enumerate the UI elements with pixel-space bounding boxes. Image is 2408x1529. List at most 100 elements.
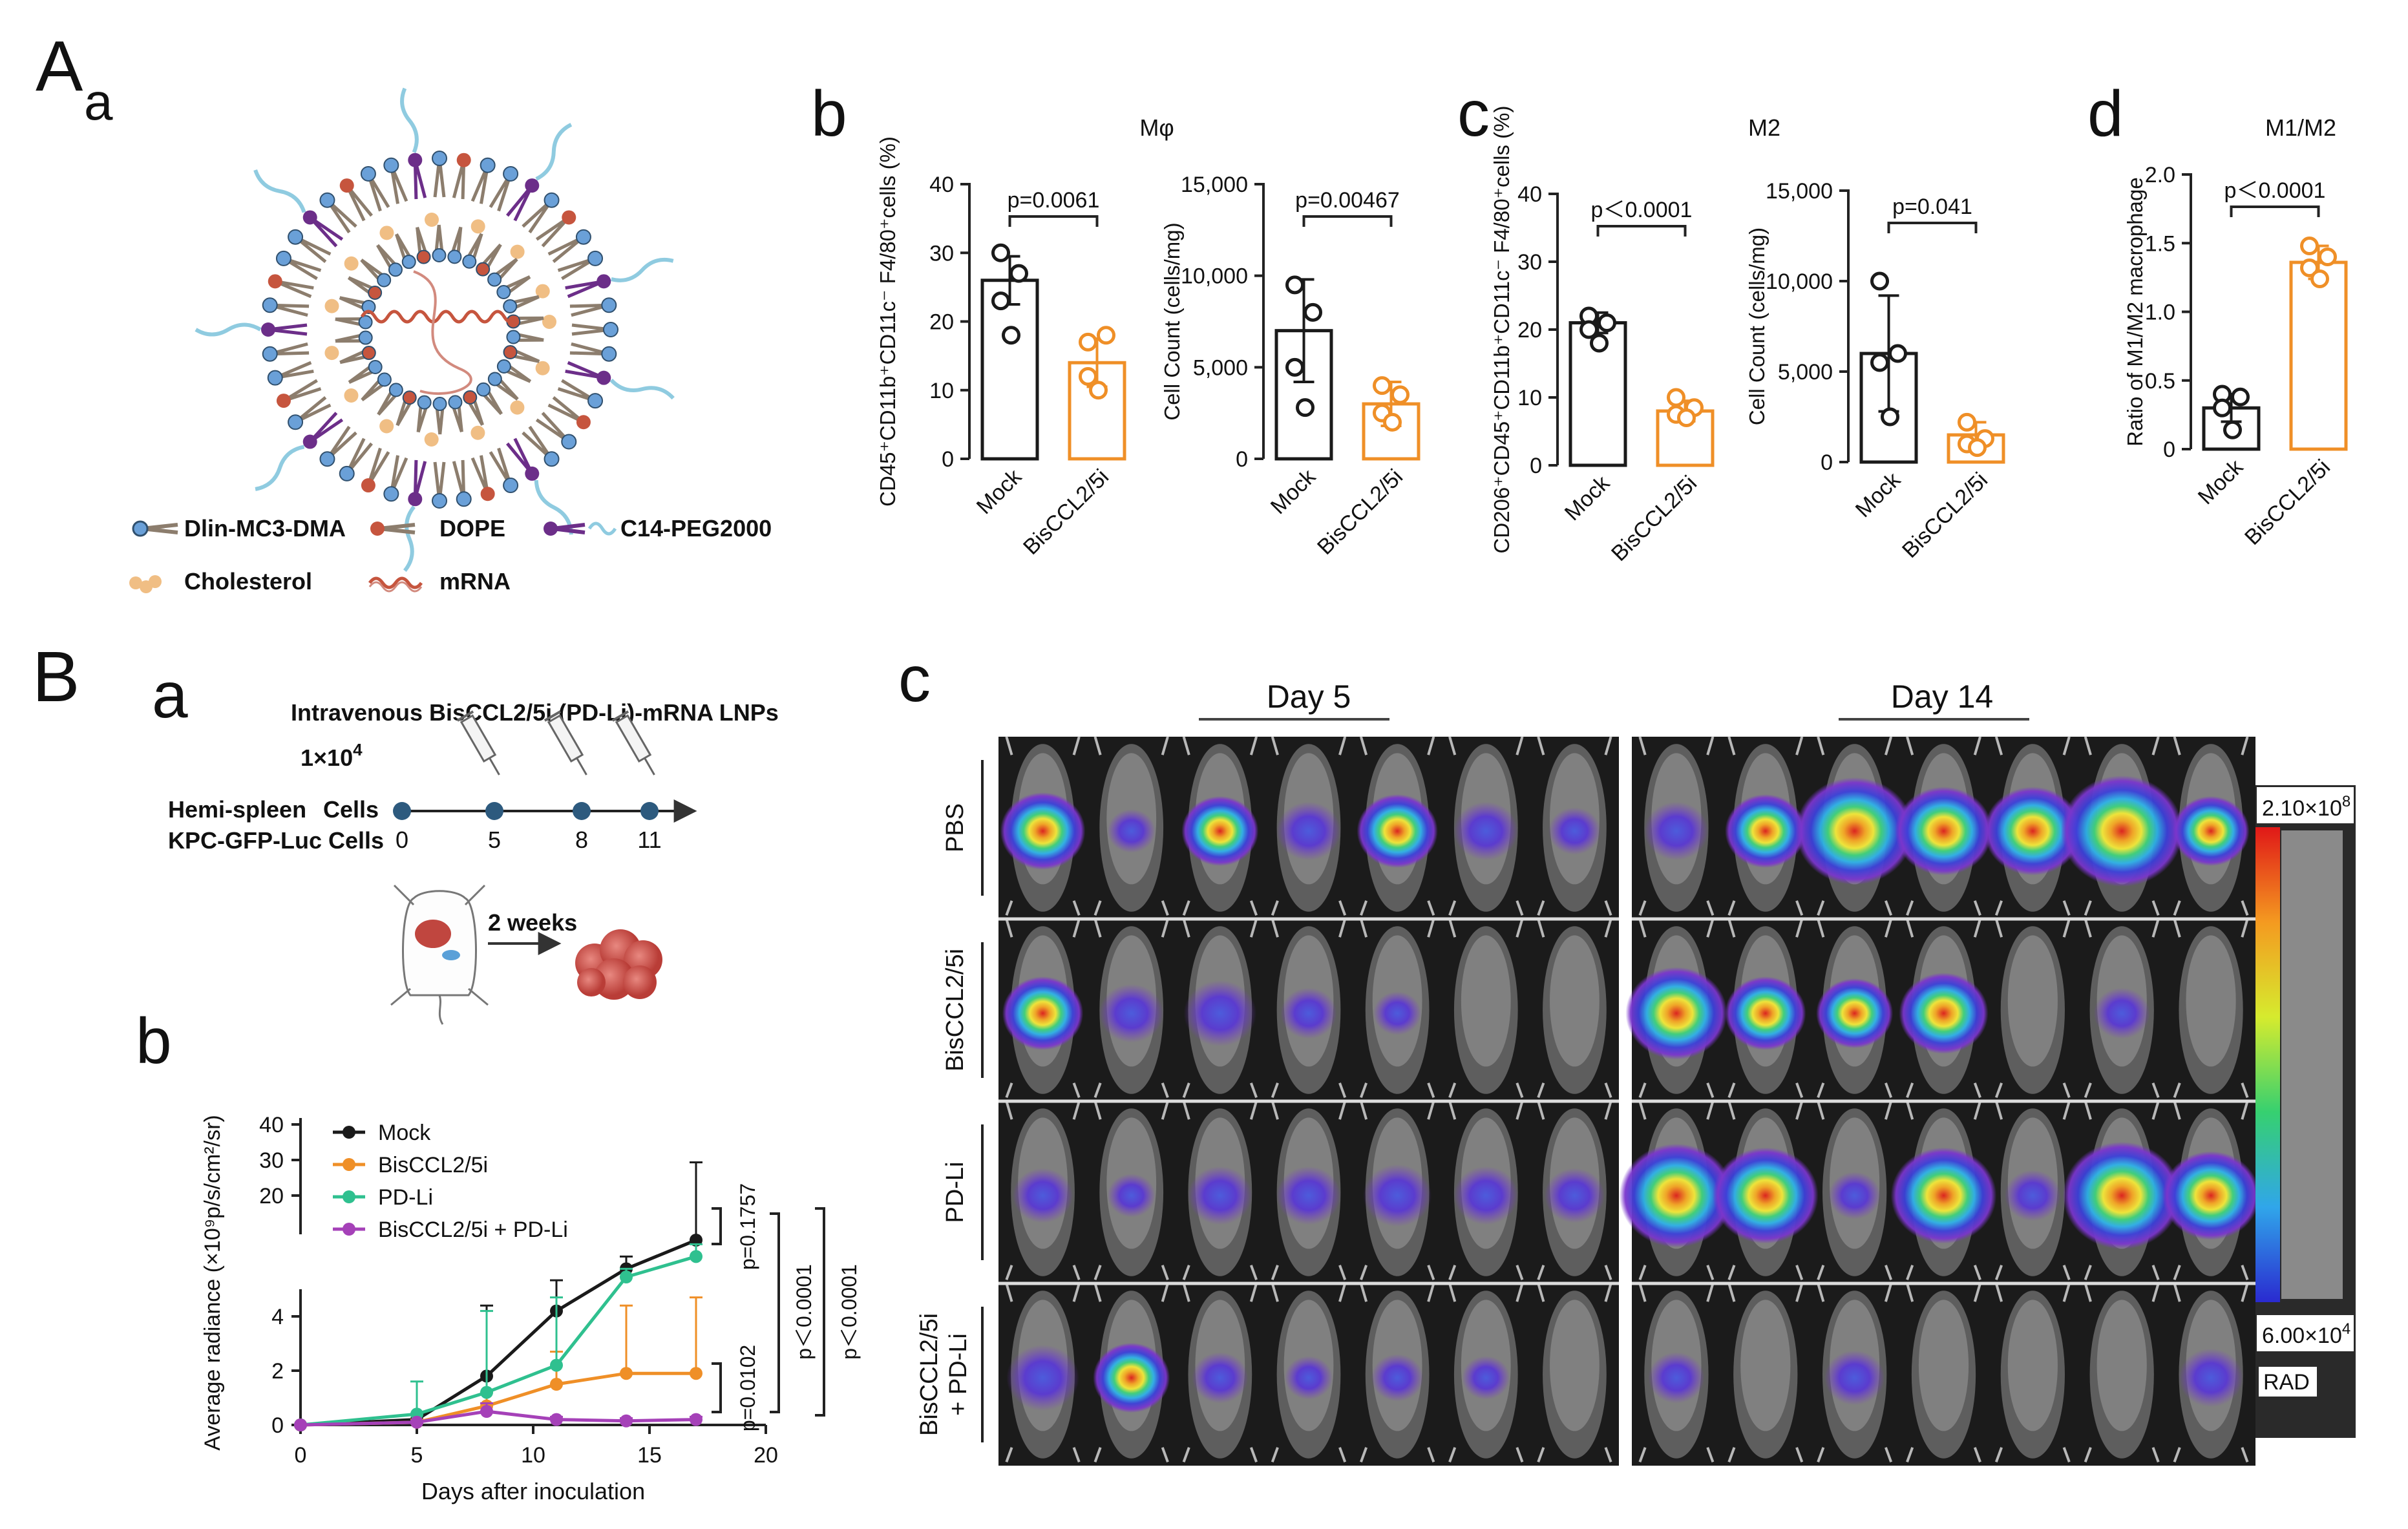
y-tick-label: 1.0 xyxy=(2145,301,2175,325)
bioluminescence-signal xyxy=(2062,1141,2181,1250)
scale-min-label: 6.00×104 xyxy=(2262,1320,2350,1348)
bioluminescence-signal xyxy=(1828,1172,1881,1219)
scale-label-bg xyxy=(2257,1315,2354,1351)
data-point xyxy=(1079,367,1097,386)
legend-label: mRNA xyxy=(439,568,511,595)
error-bar xyxy=(690,1161,702,1240)
y-tick-label: 10 xyxy=(1517,386,1542,410)
y-tick-label: 40 xyxy=(929,173,954,197)
y-tick-label: 30 xyxy=(929,241,954,266)
series-line xyxy=(300,1238,697,1427)
significance-bracket xyxy=(2230,206,2320,217)
y-tick-label: 10,000 xyxy=(1181,264,1248,289)
panel-label-A-d: d xyxy=(2087,78,2124,150)
mouse-image xyxy=(1537,1283,1612,1463)
tumor-icon xyxy=(575,929,662,1000)
bioluminescence-signal xyxy=(2060,775,2183,887)
p-value-label: p=0.1757 xyxy=(736,1183,759,1270)
p-value-label: p=0.0102 xyxy=(736,1345,759,1431)
mouse-image xyxy=(1537,918,1612,1099)
bar-chart-mphi-percent: 0 10 20 30 40 CD45⁺CD11b⁺CD11c⁻ F4/80⁺cells (… xyxy=(876,114,1174,560)
legend-label: BisCCL2/5i + PD-Li xyxy=(378,1218,568,1242)
mouse-icon xyxy=(390,884,489,1025)
data-point xyxy=(1667,388,1685,407)
y-tick-label: 30 xyxy=(1517,250,1542,275)
y-tick-label: 40 xyxy=(1517,182,1542,207)
y-tick-label: 0 xyxy=(942,447,954,472)
bioluminescence-signal xyxy=(1284,1356,1333,1400)
bioluminescence-signal xyxy=(1357,794,1438,868)
mrna-strand xyxy=(360,310,519,324)
timepoint-dot xyxy=(640,802,659,820)
mrna-icon xyxy=(368,576,423,593)
row-label: + PD-Li xyxy=(945,1333,972,1416)
significance-bracket xyxy=(1302,215,1393,227)
legend-label: BisCCL2/5i xyxy=(378,1153,488,1177)
bioluminescence-signal xyxy=(1890,1147,1997,1244)
y-tick-label: 4 xyxy=(271,1305,284,1329)
bioluminescence-signal xyxy=(1373,991,1422,1035)
series-line xyxy=(300,1409,697,1427)
legend-label: Dlin-MC3-DMA xyxy=(184,515,346,542)
kpc-cells-label: KPC-GFP-Luc Cells xyxy=(168,827,384,854)
row-label: BisCCL2/5i xyxy=(942,949,969,1071)
data-point xyxy=(620,1414,633,1428)
y-tick-label: 20 xyxy=(929,310,954,335)
y-tick-label: 20 xyxy=(259,1184,284,1208)
bioluminescence-signal xyxy=(1983,786,2082,876)
bioluminescence-signal xyxy=(1276,801,1341,861)
bar xyxy=(980,279,1039,461)
mouse-image xyxy=(1448,918,1524,1099)
mouse-image xyxy=(2084,1283,2160,1463)
lnp-structure-illustration xyxy=(195,87,675,573)
timepoint-label: 8 xyxy=(575,827,588,853)
error-bar xyxy=(550,1296,563,1366)
y-tick-label: 0 xyxy=(2163,438,2175,462)
legend-marker xyxy=(343,1223,355,1236)
significance-bracket xyxy=(815,1207,825,1417)
dope-lipid-icon xyxy=(370,522,416,536)
bioluminescence-signal xyxy=(1371,1354,1424,1402)
mouse-image xyxy=(1994,918,2071,1099)
two-weeks-label: 2 weeks xyxy=(488,909,577,936)
error-bar xyxy=(620,1304,633,1374)
y-axis-label: Ratio of M1/M2 macrophage xyxy=(2123,177,2147,446)
x-tick-label: 15 xyxy=(637,1443,662,1468)
data-point xyxy=(1079,332,1097,352)
bioluminescence-signal xyxy=(1795,777,1914,885)
data-point xyxy=(1296,398,1315,417)
bioluminescence-signal xyxy=(1107,809,1156,853)
scale-max-label: 2.10×108 xyxy=(2262,793,2350,821)
cholesterol-icon xyxy=(129,575,162,593)
y-tick-label: 0 xyxy=(1530,454,1542,478)
y-axis-label: CD45⁺CD11b⁺CD11c⁻ F4/80⁺cells (%) xyxy=(876,136,900,507)
data-point xyxy=(550,1358,563,1372)
scale-unit-label: RAD xyxy=(2263,1370,2310,1395)
data-point xyxy=(1285,357,1304,377)
x-tick-label: Mock xyxy=(1560,470,1615,525)
peg-lipid-icon xyxy=(544,522,617,536)
day14-header: Day 14 xyxy=(1891,679,1993,715)
data-point xyxy=(1285,275,1304,295)
y-tick-label: 15,000 xyxy=(1181,173,1248,197)
data-point xyxy=(690,1367,702,1380)
y-tick-label: 2.0 xyxy=(2145,163,2175,187)
bioluminescence-signal xyxy=(1000,792,1086,870)
data-point xyxy=(690,1250,702,1263)
significance-bracket xyxy=(1887,222,1978,233)
p-value-label: p＜0.0001 xyxy=(792,1264,816,1360)
bioluminescence-signal xyxy=(1453,1166,1519,1225)
panel-label-A-a: a xyxy=(84,73,113,131)
y-tick-label: 40 xyxy=(259,1113,284,1137)
timepoint-dot xyxy=(393,802,411,820)
bioluminescence-signal xyxy=(1276,1166,1341,1225)
row-label: PD-Li xyxy=(942,1161,969,1223)
x-tick-label: BisCCL2/5i xyxy=(1313,465,1408,560)
bioluminescence-signal xyxy=(1712,1147,1819,1244)
chart-title: Mφ xyxy=(1139,114,1174,141)
data-point xyxy=(2318,248,2337,266)
data-point xyxy=(2231,387,2250,406)
bioluminescence-signal xyxy=(1625,967,1727,1060)
